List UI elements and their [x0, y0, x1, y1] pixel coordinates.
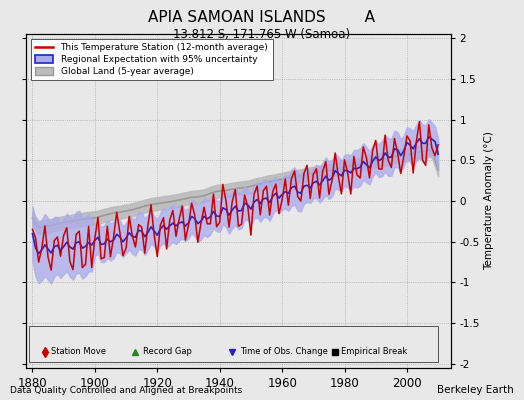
Text: Record Gap: Record Gap [143, 347, 192, 356]
Text: 13.812 S, 171.765 W (Samoa): 13.812 S, 171.765 W (Samoa) [173, 28, 351, 41]
Text: Time of Obs. Change: Time of Obs. Change [240, 347, 328, 356]
Legend: This Temperature Station (12-month average), Regional Expectation with 95% uncer: This Temperature Station (12-month avera… [31, 38, 273, 80]
Text: APIA SAMOAN ISLANDS        A: APIA SAMOAN ISLANDS A [148, 10, 376, 25]
Text: Berkeley Earth: Berkeley Earth [437, 385, 514, 395]
Y-axis label: Temperature Anomaly (°C): Temperature Anomaly (°C) [484, 132, 494, 270]
Text: Station Move: Station Move [51, 347, 106, 356]
Text: Empirical Break: Empirical Break [342, 347, 408, 356]
Text: Data Quality Controlled and Aligned at Breakpoints: Data Quality Controlled and Aligned at B… [10, 386, 243, 395]
FancyBboxPatch shape [29, 326, 438, 362]
